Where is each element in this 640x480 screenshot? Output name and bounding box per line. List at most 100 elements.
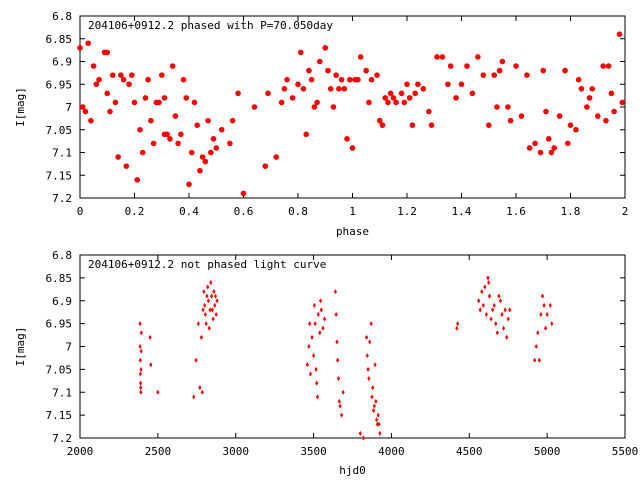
chart2-data-point [477, 298, 481, 304]
chart1-data-point [445, 81, 451, 88]
chart1-data-point [619, 99, 626, 106]
chart2-data-point [377, 421, 381, 427]
chart2-y-tick-label: 7 [65, 341, 72, 354]
chart1-data-point [85, 40, 91, 47]
chart2-data-point [322, 316, 327, 322]
chart1-data-point [327, 86, 334, 92]
chart1-data-point [188, 149, 195, 156]
chart2-data-point [204, 321, 208, 327]
chart2-data-point [318, 330, 322, 336]
chart2-data-point [545, 311, 549, 317]
chart1-y-tick-label: 7 [65, 101, 72, 114]
chart2-y-axis-label: I[mag] [14, 327, 27, 367]
chart2-data-point [505, 334, 509, 340]
chart1-data-point [556, 113, 563, 119]
chart2-data-point [536, 330, 540, 336]
chart1-data-point [578, 86, 585, 92]
chart1-data-point [537, 149, 544, 156]
chart1-data-point [109, 72, 116, 78]
chart2-data-point [315, 380, 319, 386]
chart1-data-point [325, 67, 331, 74]
chart2-data-point [139, 330, 143, 336]
chart1-data-point [240, 190, 247, 197]
chart2-data-point [213, 302, 217, 308]
chart2-y-tick-label: 6.8 [52, 249, 72, 262]
chart1-data-point [406, 95, 413, 101]
chart2-data-point [367, 376, 371, 382]
chart1-data-point [382, 95, 389, 101]
chart1-data-point [393, 99, 399, 106]
chart1-data-point [273, 154, 280, 160]
chart1-data-point [137, 126, 143, 133]
chart2-data-point [375, 417, 379, 423]
chart1-data-point [562, 67, 568, 74]
chart2-data-point [371, 408, 376, 414]
chart1-data-point [363, 67, 369, 74]
chart1-data-point [605, 63, 612, 69]
chart1-data-point [600, 63, 606, 69]
chart2-data-point [508, 307, 512, 313]
chart1-data-point [104, 49, 111, 56]
chart1-data-point [548, 149, 555, 156]
chart1-data-point [475, 54, 481, 60]
chart2-data-point [486, 275, 490, 281]
chart1-data-point [311, 104, 318, 110]
chart1-data-point [265, 90, 271, 97]
chart1-data-point [295, 81, 301, 88]
chart1-x-axis-label: phase [336, 225, 369, 238]
chart1-data-point [229, 117, 236, 124]
chart1-x-tick-label: 1.8 [561, 205, 581, 218]
chart1-data-point [586, 95, 593, 101]
chart2-y-tick-label: 6.95 [46, 318, 73, 331]
chart1-x-tick-label: 0.2 [125, 205, 145, 218]
chart1-data-point [485, 122, 492, 128]
chart2-x-tick-label: 2000 [67, 445, 94, 458]
chart2-data-point [334, 311, 338, 317]
chart1-data-point [183, 95, 190, 101]
chart2-data-point [338, 403, 342, 409]
chart2-y-tick-label: 6.9 [52, 295, 72, 308]
chart2-data-point [138, 380, 143, 386]
chart1-data-point [308, 76, 315, 83]
chart2-data-point [491, 307, 495, 313]
chart2-data-point [194, 357, 198, 363]
chart1-data-point [346, 76, 353, 83]
chart2-data-point [500, 311, 504, 317]
chart2-data-point [208, 307, 212, 313]
chart2-data-point [321, 325, 325, 331]
chart1-data-point [398, 90, 405, 97]
chart2-data-point [495, 330, 499, 336]
chart1-data-point [77, 45, 83, 51]
chart2-x-tick-label: 3000 [222, 445, 249, 458]
chart2-data-point [542, 302, 546, 308]
chart1-y-tick-label: 6.85 [46, 33, 73, 46]
chart2-data-point [192, 394, 196, 400]
chart1-data-point [251, 104, 258, 110]
chart2-data-point [138, 357, 142, 363]
chart1-data-point [150, 140, 157, 147]
chart1-data-point [496, 67, 503, 74]
chart1-data-point [390, 95, 397, 101]
chart1-data-point [338, 76, 345, 83]
chart1-data-point [322, 45, 329, 51]
chart2-data-point [376, 412, 380, 418]
chart1-data-point [205, 117, 211, 124]
chart1-data-point [551, 145, 557, 151]
chart2-data-point [506, 316, 510, 322]
chart2-x-tick-label: 5500 [612, 445, 639, 458]
chart1-data-point [213, 145, 220, 151]
chart1-data-point [202, 158, 209, 165]
chart1-data-point [415, 81, 421, 88]
chart1-data-point [194, 122, 200, 128]
chart2-data-point [139, 389, 143, 395]
chart1-data-point [412, 90, 418, 97]
chart2-data-point [214, 311, 218, 317]
chart2-data-point [456, 321, 460, 327]
chart1-data-point [603, 117, 609, 124]
chart1-data-point [385, 99, 391, 106]
chart2-title: 204106+0912.2 not phased light curve [88, 258, 326, 271]
chart1-data-point [145, 76, 151, 83]
chart1-data-point [104, 90, 111, 97]
chart2-data-point [316, 311, 320, 317]
chart1-data-point [376, 117, 383, 124]
